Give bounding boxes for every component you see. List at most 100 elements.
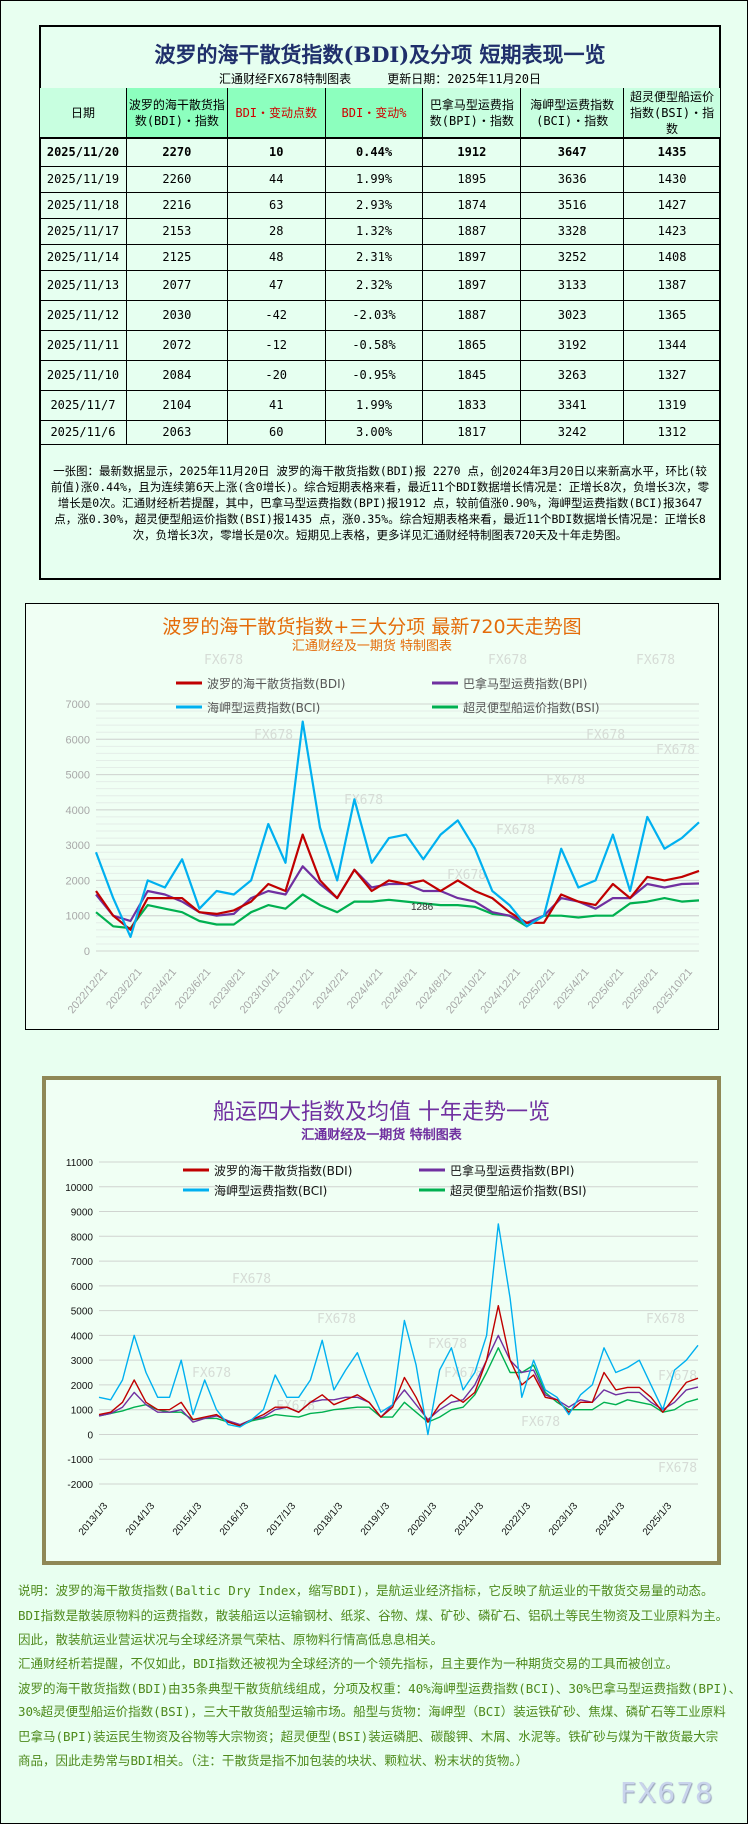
table-cell: 2084 <box>125 359 228 391</box>
legend-label: 波罗的海干散货指数(BDI) <box>207 676 345 691</box>
watermark: FX678 <box>658 1461 697 1476</box>
table-cell: 3023 <box>520 299 625 331</box>
y-tick-label: 3000 <box>71 1356 94 1367</box>
table-cell: 1365 <box>623 299 721 331</box>
table-cell: 3.00% <box>324 419 424 445</box>
fx678-logo: FX678 <box>620 1776 714 1809</box>
description-line: 商品，因此走势常与BDI相关。（注：干散货是指不加包装的块状、颗粒状、粉末状的货… <box>18 1753 529 1768</box>
table-cell: 2077 <box>125 269 228 301</box>
legend-label: 波罗的海干散货指数(BDI) <box>214 1163 352 1178</box>
watermark: FX678 <box>521 1415 560 1430</box>
column-header: 日期 <box>39 88 127 139</box>
x-tick-label: 2018/1/3 <box>312 1501 346 1538</box>
table-cell: 1430 <box>623 165 721 193</box>
table-cell: 2072 <box>125 329 228 361</box>
table-cell: 2025/11/19 <box>39 165 127 193</box>
table-cell: 1887 <box>422 217 522 245</box>
table-cell: 1874 <box>422 191 522 219</box>
y-tick-label: 6000 <box>66 734 90 746</box>
table-cell: 2025/11/17 <box>39 217 127 245</box>
legend-label: 海岬型运费指数(BCI) <box>207 700 320 715</box>
table-cell: -0.95% <box>324 359 424 391</box>
table-cell: 3516 <box>520 191 625 219</box>
x-tick-label: 2016/1/3 <box>218 1501 252 1538</box>
description-line: 因此，散装航运业营运状况与全球经济景气荣枯、原物料行情高低息息相关。 <box>18 1632 444 1647</box>
table-cell: 10 <box>226 137 326 167</box>
table-row: 2025/11/6 2063 60 3.00% 1817 3242 1312 <box>39 419 721 445</box>
y-tick-label: 6000 <box>71 1282 94 1293</box>
table-cell: 2.32% <box>324 269 424 301</box>
chart1-plot: 0 1000 2000 3000 4000 5000 6000 7000 FX678 FX678 F… <box>66 653 700 1016</box>
table-cell: 2.31% <box>324 243 424 271</box>
table-cell: 2025/11/7 <box>39 389 127 421</box>
table-cell: 1423 <box>623 217 721 245</box>
watermark: FX678 <box>546 773 585 788</box>
watermark: FX678 <box>192 1366 231 1381</box>
table-cell: 1897 <box>422 243 522 271</box>
table-cell: 3242 <box>520 419 625 445</box>
watermark: FX678 <box>636 653 675 668</box>
table-cell: 1.99% <box>324 165 424 193</box>
table-cell: 2270 <box>125 137 228 167</box>
table-cell: -0.58% <box>324 329 424 361</box>
table-row: 2025/11/10 2084 -20 -0.95% 1845 3263 1327 <box>39 359 721 391</box>
table-cell: 60 <box>226 419 326 445</box>
table-cell: 2025/11/10 <box>39 359 127 391</box>
table-cell: 1344 <box>623 329 721 361</box>
description-line: 汇通财经析若提醒，不仅如此，BDI指数还被视为全球经济的一个领先指标，且主要作为… <box>18 1656 679 1671</box>
table-cell: 3263 <box>520 359 625 391</box>
watermark: FX678 <box>317 1312 356 1327</box>
watermark: FX678 <box>204 653 243 668</box>
series-line-bci <box>98 1223 699 1436</box>
legend-label: 巴拿马型运费指数(BPI) <box>450 1163 574 1178</box>
summary-note: 一张图：最新数据显示，2025年11月20日 波罗的海干散货指数(BDI)报 2… <box>50 464 710 542</box>
x-tick-label: 2014/1/3 <box>124 1501 158 1538</box>
column-header: 波罗的海干散货指数(BDI)・指数 <box>125 88 228 139</box>
y-tick-label: 1000 <box>66 911 90 923</box>
y-tick-label: 10000 <box>65 1183 93 1194</box>
table-cell: 1.32% <box>324 217 424 245</box>
table-cell: -20 <box>226 359 326 391</box>
x-tick-label: 2022/12/21 <box>66 966 111 1016</box>
table-row: 2025/11/13 2077 47 2.32% 1897 3133 1387 <box>39 269 721 301</box>
description-line: 说明：波罗的海干散货指数(Baltic Dry Index，缩写BDI)，是航运… <box>18 1583 714 1598</box>
watermark: FX678 <box>586 728 625 743</box>
table-cell: 3636 <box>520 165 625 193</box>
y-tick-label: 9000 <box>71 1208 94 1219</box>
table-cell: 1887 <box>422 299 522 331</box>
table-cell: 2025/11/20 <box>39 137 127 167</box>
y-tick-label: 4000 <box>71 1331 94 1342</box>
table-cell: 48 <box>226 243 326 271</box>
watermark: FX678 <box>254 728 293 743</box>
x-tick-label: 2023/1/3 <box>547 1501 581 1538</box>
table-cell: 1.99% <box>324 389 424 421</box>
chart2-title: 船运四大指数及均值 十年走势一览 <box>213 1100 550 1125</box>
table-cell: 2104 <box>125 389 228 421</box>
table-cell: 1319 <box>623 389 721 421</box>
table-cell: 1912 <box>422 137 522 167</box>
table-cell: 2025/11/14 <box>39 243 127 271</box>
table-cell: 0.44% <box>324 137 424 167</box>
watermark: FX678 <box>344 793 383 808</box>
table-cell: 2025/11/13 <box>39 269 127 301</box>
summary-table-panel: 波罗的海干散货指数(BDI)及分项 短期表现一览 汇通财经FX678特制图表 更… <box>39 25 721 580</box>
table-cell: 1895 <box>422 165 522 193</box>
bdi-table: 日期 波罗的海干散货指数(BDI)・指数 BDI・变动点数 BDI・变动% 巴拿马型运费… <box>39 88 721 445</box>
table-cell: 2216 <box>125 191 228 219</box>
watermark: FX678 <box>658 1369 697 1384</box>
table-cell: 47 <box>226 269 326 301</box>
column-header: 海岬型运费指数(BCI)・指数 <box>520 88 625 139</box>
description-line: 30%超灵便型船运价指数(BSI)，三大干散货船型运输市场。船型与货物：海岬型（… <box>18 1704 726 1719</box>
table-cell: 3328 <box>520 217 625 245</box>
y-tick-label: 8000 <box>71 1232 94 1243</box>
x-tick-label: 2024/1/3 <box>594 1501 628 1538</box>
y-tick-label: 7000 <box>66 699 90 711</box>
table-row: 2025/11/7 2104 41 1.99% 1833 3341 1319 <box>39 389 721 421</box>
table-row: 2025/11/14 2125 48 2.31% 1897 3252 1408 <box>39 243 721 271</box>
x-tick-label: 2022/1/3 <box>500 1501 534 1538</box>
table-cell: 2063 <box>125 419 228 445</box>
y-tick-label: 4000 <box>66 805 90 817</box>
table-cell: 28 <box>226 217 326 245</box>
x-tick-label: 2020/1/3 <box>406 1501 440 1538</box>
table-cell: 1817 <box>422 419 522 445</box>
